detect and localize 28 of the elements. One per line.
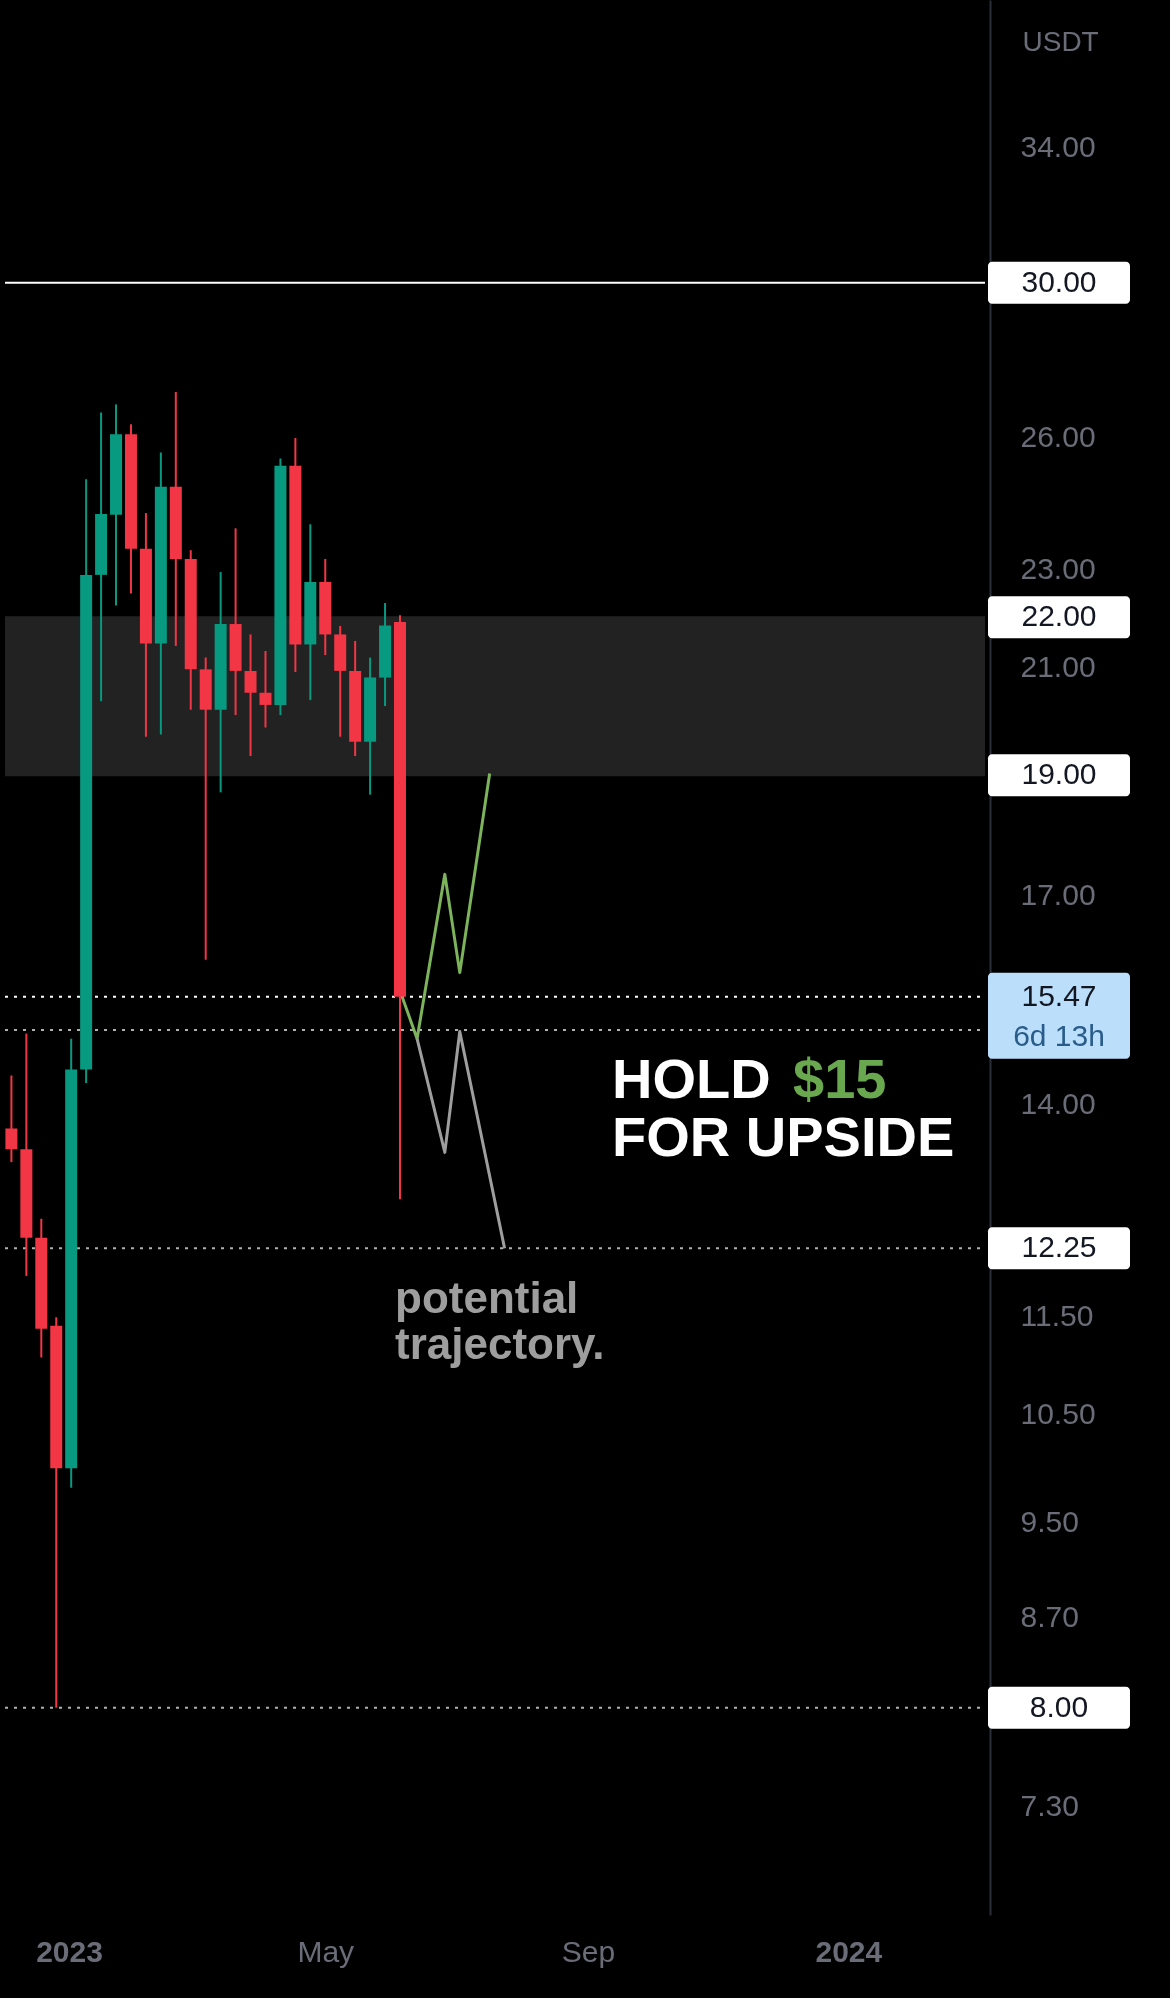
x-tick-label: May [297, 1934, 355, 1968]
y-tick-label: 11.50 [1020, 1298, 1094, 1332]
y-tick-label: 23.00 [1020, 551, 1096, 585]
x-tick-label: 2024 [815, 1934, 883, 1968]
candlestick [5, 1074, 18, 1164]
ref-line-label: 30.00 [1021, 264, 1097, 298]
y-tick-label: 9.50 [1020, 1504, 1079, 1538]
candlestick [244, 633, 257, 758]
y-tick-label: 8.70 [1020, 1599, 1079, 1633]
candlestick [259, 650, 272, 729]
y-tick-label: 34.00 [1020, 130, 1096, 164]
ref-line-label: 12.25 [1021, 1230, 1097, 1264]
y-tick-label: 10.50 [1020, 1396, 1096, 1430]
line-series [415, 1029, 507, 1250]
ref-line-label: 22.00 [1021, 599, 1097, 633]
ref-line-label: 15.47 6d 13h [1013, 978, 1105, 1052]
line-series [400, 771, 492, 1041]
y-tick-label: 7.30 [1020, 1788, 1079, 1822]
x-tick-label: Sep [561, 1934, 616, 1968]
annotation: potential trajectory. [395, 1273, 605, 1369]
y-axis-title: USDT [1022, 25, 1099, 57]
y-tick-label: 14.00 [1020, 1086, 1096, 1120]
ref-line-label: 19.00 [1021, 757, 1097, 791]
ref-line-label: 8.00 [1029, 1689, 1089, 1723]
y-tick-label: 21.00 [1020, 649, 1096, 683]
y-tick-label: 26.00 [1020, 419, 1096, 453]
x-tick-label: 2023 [36, 1934, 103, 1968]
y-tick-label: 17.00 [1020, 877, 1096, 911]
